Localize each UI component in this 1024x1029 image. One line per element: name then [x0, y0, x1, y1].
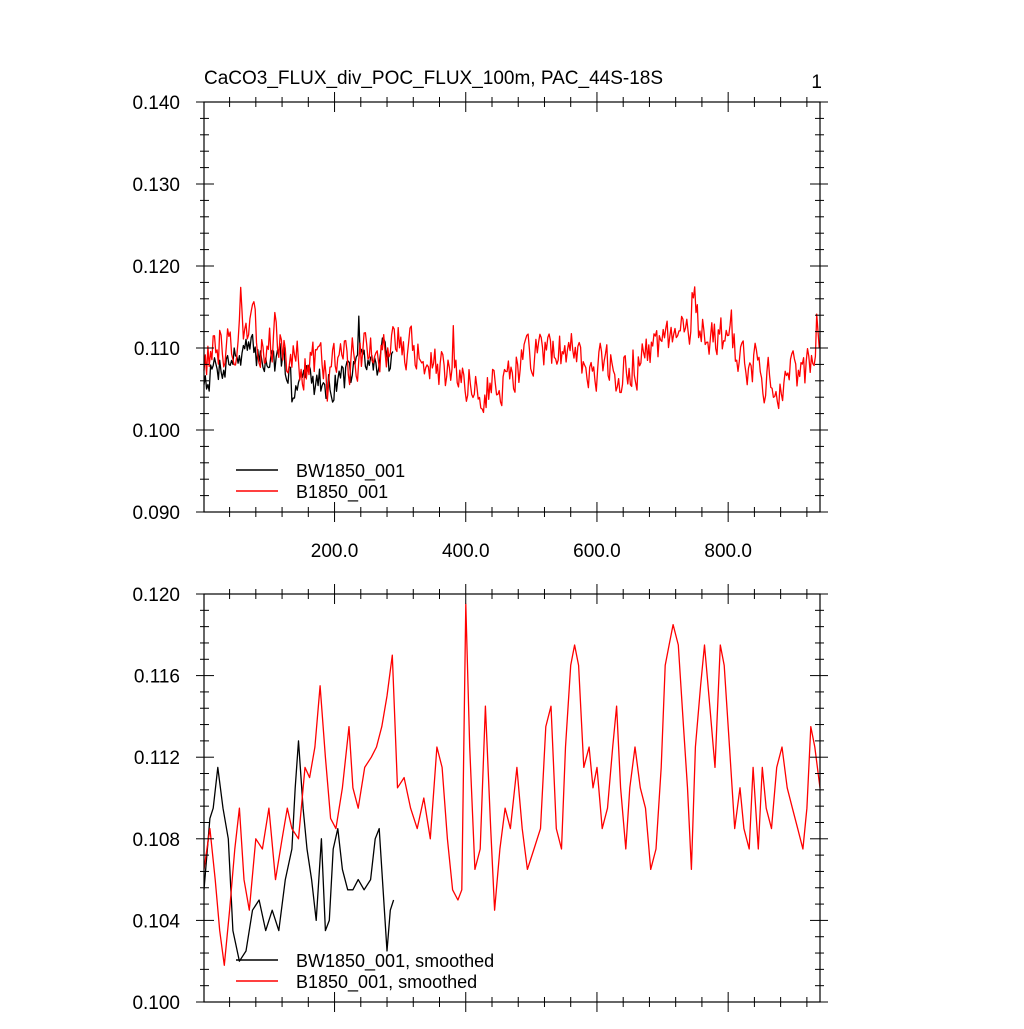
top-plot-frame [203, 101, 821, 513]
bottom-ytick-label: 0.116 [134, 667, 180, 688]
bottom-legend-label: B1850_001, smoothed [296, 972, 477, 993]
top-legend-label: BW1850_001 [296, 461, 405, 482]
top-series-black-line [203, 315, 394, 403]
top-xtick-label: 400.0 [442, 541, 490, 562]
top-ytick-label: 0.110 [134, 339, 180, 360]
bottom-legend-label: BW1850_001, smoothed [296, 951, 494, 972]
top-xtick-label: 600.0 [573, 541, 621, 562]
bottom-series-black-line [203, 740, 395, 962]
bottom-ytick-label: 0.104 [132, 911, 180, 932]
top-legend-label: B1850_001 [296, 482, 388, 503]
top-panel: 0.090 0.100 0.110 0.120 0.130 0.140 200.0 400.0… [132, 92, 828, 562]
top-xtick-label: 800.0 [704, 541, 752, 562]
top-ytick-label: 0.140 [132, 93, 180, 114]
top-ytick-label: 0.090 [132, 503, 180, 524]
top-ytick-label: 0.130 [132, 175, 180, 196]
top-ytick-label: 0.100 [132, 421, 180, 442]
chart-title: CaCO3_FLUX_div_POC_FLUX_100m, PAC_44S-18… [204, 68, 663, 89]
bottom-ytick-label: 0.112 [134, 748, 180, 769]
top-series-red-line [203, 286, 820, 414]
top-ytick-label: 0.120 [132, 257, 180, 278]
bottom-series-red-line [203, 603, 821, 966]
top-xtick-label: 200.0 [311, 541, 359, 562]
bottom-plot-frame [203, 593, 821, 1003]
panel-number: 1 [811, 72, 822, 93]
bottom-panel: 0.100 0.104 0.108 0.112 0.116 0.120 BW1850_001… [132, 584, 828, 1014]
bottom-ytick-label: 0.120 [132, 585, 180, 606]
bottom-ytick-label: 0.108 [132, 830, 180, 851]
bottom-ytick-label: 0.100 [132, 993, 180, 1014]
